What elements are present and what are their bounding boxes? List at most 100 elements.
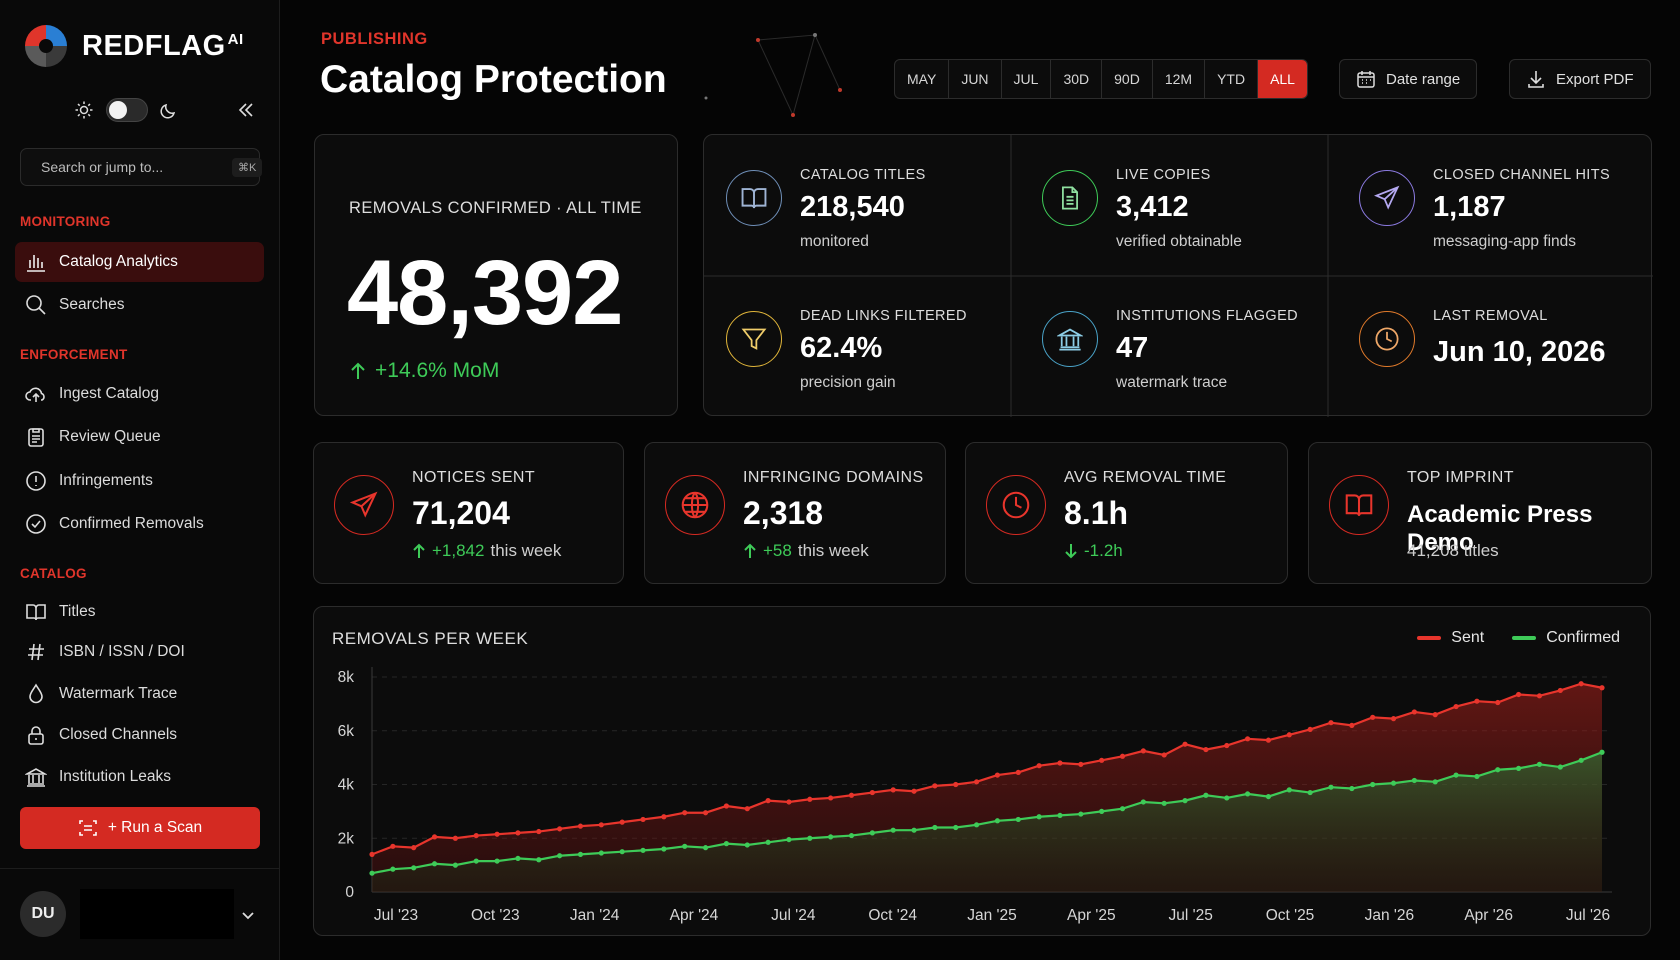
data-point-confirmed <box>1036 814 1042 820</box>
data-point-confirmed <box>1557 764 1563 770</box>
data-point-confirmed <box>1474 773 1480 780</box>
stat-live-copies: LIVE COPIES 3,412 verified obtainable <box>1020 135 1336 275</box>
metric-delta: -1.2h <box>1064 541 1123 561</box>
sidebar-item-titles[interactable]: Titles <box>15 592 264 632</box>
arrow-up-icon <box>413 543 425 558</box>
data-point-sent <box>619 819 625 825</box>
legend-item-confirmed[interactable]: Confirmed <box>1512 629 1620 647</box>
data-point-sent <box>1057 760 1063 766</box>
stat-label: CATALOG TITLES <box>800 167 926 183</box>
range-90d[interactable]: 90D <box>1102 60 1153 98</box>
sidebar-item-institution-leaks[interactable]: Institution Leaks <box>15 757 264 797</box>
data-point-confirmed <box>807 835 813 841</box>
data-point-confirmed <box>1140 799 1146 805</box>
data-point-sent <box>1099 757 1105 763</box>
data-point-sent <box>702 810 709 816</box>
data-point-sent <box>661 814 667 820</box>
chart-title: REMOVALS PER WEEK <box>332 629 529 648</box>
droplet-icon <box>29 683 43 704</box>
hero-label: REMOVALS CONFIRMED · ALL TIME <box>349 199 642 217</box>
range-ytd[interactable]: YTD <box>1205 60 1259 98</box>
data-point-sent <box>390 843 396 849</box>
data-point-confirmed <box>1286 787 1292 793</box>
data-point-sent <box>577 823 584 829</box>
range-jun[interactable]: JUN <box>949 60 1002 98</box>
user-menu[interactable]: DU <box>0 868 280 960</box>
stat-closed-channel-hits: CLOSED CHANNEL HITS 1,187 messaging-app … <box>1337 135 1653 275</box>
range-12m[interactable]: 12M <box>1153 60 1206 98</box>
range-30d[interactable]: 30D <box>1051 60 1103 98</box>
data-point-confirmed <box>1411 777 1417 784</box>
x-tick-label: Jan '26 <box>1365 907 1415 924</box>
data-point-sent <box>1182 741 1188 747</box>
sidebar-item-catalog-analytics[interactable]: Catalog Analytics <box>15 242 264 282</box>
sidebar-item-label: Confirmed Removals <box>59 515 204 532</box>
legend-label: Confirmed <box>1546 629 1620 646</box>
legend-swatch <box>1417 636 1442 640</box>
export-pdf-button[interactable]: Export PDF <box>1509 59 1651 99</box>
search-input[interactable] <box>41 159 222 175</box>
sidebar-item-searches[interactable]: Searches <box>15 285 264 325</box>
metric-label: INFRINGING DOMAINS <box>743 469 924 486</box>
brand[interactable]: REDFLAG AI <box>24 24 244 68</box>
data-point-confirmed <box>1453 772 1459 778</box>
data-point-sent <box>1578 681 1584 687</box>
data-point-confirmed <box>557 853 563 859</box>
stat-value: 218,540 <box>800 191 905 223</box>
sidebar-item-ingest-catalog[interactable]: Ingest Catalog <box>15 374 264 414</box>
x-tick-label: Jul '24 <box>771 907 816 924</box>
range-jul[interactable]: JUL <box>1002 60 1052 98</box>
data-point-sent <box>1286 732 1292 738</box>
sidebar-item-confirmed-removals[interactable]: Confirmed Removals <box>15 504 264 544</box>
book-open-icon <box>726 170 782 226</box>
collapse-sidebar-icon[interactable] <box>236 100 256 120</box>
data-point-sent <box>1432 712 1438 718</box>
sidebar-item-isbn[interactable]: ISBN / ISSN / DOI <box>15 632 264 672</box>
data-point-sent <box>953 781 959 788</box>
data-point-confirmed <box>1182 798 1188 804</box>
search-box[interactable]: ⌘K <box>20 148 263 186</box>
stat-label: CLOSED CHANNEL HITS <box>1433 167 1611 183</box>
sidebar-item-watermark-trace[interactable]: Watermark Trace <box>15 674 264 714</box>
data-point-confirmed <box>431 861 438 867</box>
data-point-confirmed <box>1161 800 1167 806</box>
sidebar-item-closed-channels[interactable]: Closed Channels <box>15 715 264 755</box>
sidebar-item-label: Ingest Catalog <box>59 385 159 402</box>
x-tick-label: Oct '25 <box>1266 907 1315 924</box>
avatar[interactable]: DU <box>20 891 66 937</box>
theme-toggle[interactable] <box>106 98 148 122</box>
data-point-confirmed <box>411 865 417 871</box>
data-point-sent <box>1411 709 1417 715</box>
metric-delta: +1,842 this week <box>412 541 561 561</box>
section-catalog: CATALOG <box>20 566 87 581</box>
data-point-sent <box>1474 698 1480 704</box>
data-point-sent <box>598 822 604 828</box>
sidebar-item-infringements[interactable]: Infringements <box>15 461 264 501</box>
data-point-confirmed <box>1599 749 1605 755</box>
section-monitoring: MONITORING <box>20 214 111 229</box>
data-point-confirmed <box>1015 816 1021 823</box>
legend-item-sent[interactable]: Sent <box>1417 629 1484 647</box>
data-point-sent <box>1015 769 1021 776</box>
data-point-confirmed <box>765 839 771 845</box>
run-scan-button[interactable]: + Run a Scan <box>20 807 260 849</box>
chevron-down-icon[interactable] <box>240 907 256 923</box>
sun-icon <box>75 101 93 119</box>
data-point-confirmed <box>1099 808 1105 814</box>
clock-icon <box>986 475 1046 535</box>
data-point-sent <box>536 828 542 835</box>
data-point-sent <box>1453 703 1459 710</box>
x-tick-label: Apr '25 <box>1067 907 1116 924</box>
sidebar-item-review-queue[interactable]: Review Queue <box>15 417 264 457</box>
data-point-sent <box>828 795 834 801</box>
range-all[interactable]: ALL <box>1258 60 1307 98</box>
stat-dead-links-filtered: DEAD LINKS FILTERED 62.4% precision gain <box>704 276 1020 416</box>
data-point-sent <box>994 772 1001 778</box>
data-point-sent <box>869 789 875 796</box>
range-may[interactable]: MAY <box>895 60 950 98</box>
date-range-button[interactable]: Date range <box>1339 59 1478 99</box>
y-tick-label: 6k <box>338 723 355 740</box>
clock-icon <box>1359 311 1415 367</box>
data-point-sent <box>786 799 792 805</box>
data-point-confirmed <box>953 824 959 831</box>
